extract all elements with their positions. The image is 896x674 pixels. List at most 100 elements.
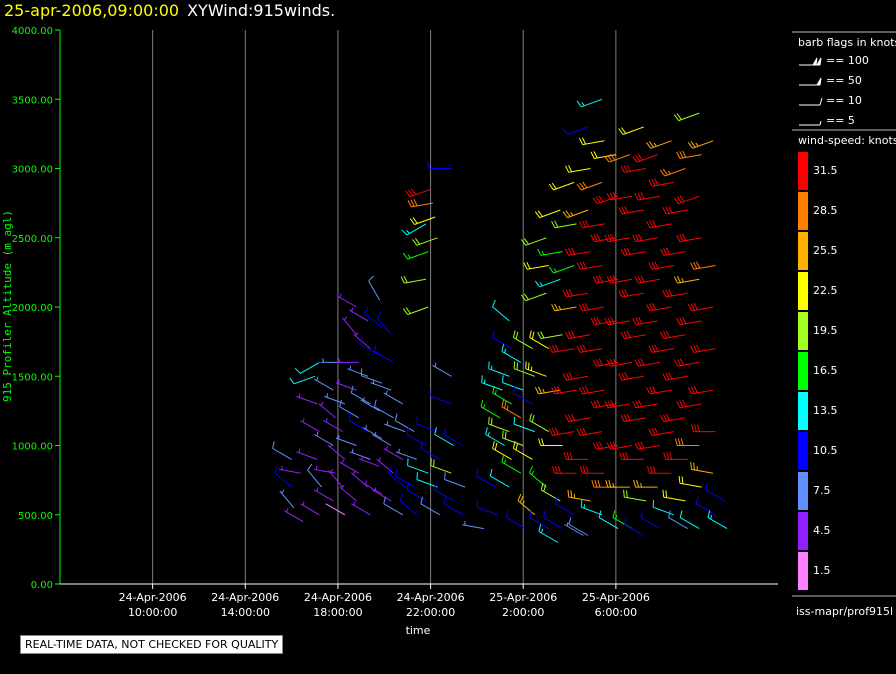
wind-barb [691, 424, 716, 433]
speed-scale-label: 7.5 [813, 484, 831, 497]
wind-barb [576, 98, 603, 108]
wind-barb [634, 192, 660, 201]
wind-barb [551, 220, 577, 229]
wind-barb [579, 466, 605, 474]
wind-barb [279, 489, 295, 509]
x-tick-label-time: 22:00:00 [406, 606, 455, 619]
legend-panel: barb flags in knots == 100 == 50 == 10 == 5… [792, 30, 896, 630]
wind-barb [328, 468, 343, 488]
wind-barb [300, 418, 320, 433]
wind-barb [349, 448, 371, 460]
wind-barb [592, 195, 619, 205]
speed-color-swatch [798, 192, 808, 230]
x-tick-label-date: 25-Apr-2006 [582, 591, 650, 604]
wind-barb [412, 237, 438, 246]
wind-barb [632, 233, 658, 243]
wind-barb [673, 112, 700, 122]
wind-barb [660, 330, 686, 339]
wind-barb [501, 454, 522, 474]
wind-barb [662, 372, 688, 381]
wind-barb [529, 466, 547, 488]
wind-barb [690, 344, 716, 353]
wind-barb [272, 441, 292, 460]
wind-barb [405, 188, 431, 198]
wind-barb [296, 448, 318, 460]
wind-barb [443, 427, 464, 446]
wind-barb [548, 427, 575, 436]
wind-barb [383, 390, 404, 405]
x-tick-label-date: 24-Apr-2006 [304, 591, 372, 604]
wind-barbs [272, 98, 728, 543]
x-tick-label-time: 14:00:00 [221, 606, 270, 619]
wind-barb [633, 479, 658, 488]
wind-barb [358, 455, 380, 467]
y-tick-label: 3500.00 [12, 95, 53, 106]
wind-barb [604, 233, 630, 243]
wind-barb [548, 181, 575, 191]
wind-barb [400, 275, 426, 284]
wind-barb [476, 499, 498, 516]
wind-barb [294, 361, 320, 374]
wind-barb [395, 448, 417, 460]
wind-barb [506, 510, 526, 530]
product-name: XYWind:915winds. [187, 1, 336, 20]
y-axis-label: 915 Profiler Altitude (m agl) [1, 210, 14, 402]
wind-barb [323, 418, 343, 433]
wind-profile-chart: 24-Apr-2006 10:00:00 24-Apr-2006 14:00:00 24… [1, 26, 778, 637]
wind-barb [534, 209, 561, 219]
wind-barb [678, 475, 702, 488]
wind-barb [624, 517, 644, 536]
wind-barb [279, 465, 301, 474]
wind-barb [676, 150, 702, 159]
wind-barb [648, 178, 674, 187]
wind-barb [368, 275, 381, 301]
wind-barb [605, 479, 630, 488]
y-tick-label: 1000.00 [12, 442, 53, 453]
wind-barb [283, 508, 304, 523]
barb-50-icon [799, 77, 822, 86]
wind-barb [634, 358, 660, 367]
wind-barb [554, 496, 575, 516]
wind-barb [563, 452, 589, 460]
wind-barb [339, 459, 360, 474]
wind-barb [376, 311, 392, 336]
wind-barb [307, 463, 323, 488]
wind-barb [606, 358, 633, 367]
wind-barb [562, 126, 589, 135]
wind-barb [489, 468, 510, 488]
wind-barb [634, 441, 660, 450]
wind-barb [695, 496, 716, 516]
wind-barb [492, 330, 512, 350]
wind-barb [314, 376, 334, 391]
wind-barb [632, 153, 658, 163]
wind-barb [402, 306, 429, 315]
wind-barb [430, 458, 452, 474]
y-tick-label: 4000.00 [12, 26, 53, 37]
wind-barb [623, 489, 647, 502]
wind-barb [578, 137, 605, 146]
wind-barb [374, 399, 394, 419]
wind-barb [337, 293, 357, 308]
wind-barb [660, 413, 686, 423]
wind-barb [488, 361, 510, 377]
wind-barb [590, 233, 616, 243]
wind-barb [679, 510, 700, 530]
wind-barb [537, 331, 563, 339]
wind-barb [517, 493, 536, 516]
wind-barb [552, 466, 577, 474]
wind-barb [341, 316, 357, 336]
wind-barb [578, 219, 605, 229]
speed-color-swatch [798, 472, 808, 510]
wind-barb [543, 510, 563, 530]
wind-barb [347, 365, 369, 377]
wind-barb [485, 427, 505, 446]
wind-barb [618, 289, 644, 298]
wind-barb [512, 385, 533, 405]
wind-barb [562, 289, 589, 298]
wind-barb [618, 126, 644, 135]
page-title: 25-apr-2006,09:00:00 XYWind:915winds. [4, 1, 335, 20]
wind-barb [663, 452, 688, 460]
speed-scale-label: 28.5 [813, 204, 838, 217]
wind-barb [690, 261, 716, 270]
wind-barb [296, 393, 318, 405]
